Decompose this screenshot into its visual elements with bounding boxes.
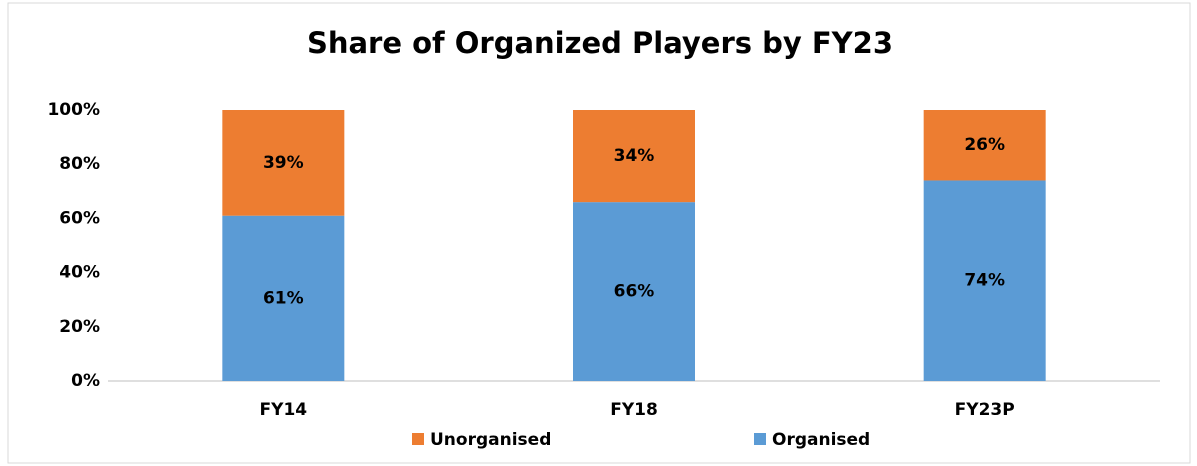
legend-swatch xyxy=(754,433,766,445)
bar-segment xyxy=(573,110,695,203)
y-tick-label: 0% xyxy=(71,371,100,391)
x-tick-label: FY18 xyxy=(610,400,658,420)
legend-label: Organised xyxy=(772,430,870,450)
data-label: 34% xyxy=(614,146,655,166)
x-tick-label: FY14 xyxy=(260,400,308,420)
y-tick-label: 20% xyxy=(59,317,100,337)
legend-swatch xyxy=(412,433,424,445)
legend-label: Unorganised xyxy=(430,430,551,450)
bar-segment xyxy=(923,110,1046,181)
bar-segment xyxy=(222,215,345,381)
y-tick-label: 80% xyxy=(59,154,100,174)
bar-segment xyxy=(923,180,1046,381)
data-label: 39% xyxy=(263,153,304,173)
data-label: 66% xyxy=(614,282,655,302)
bar-segment xyxy=(573,202,695,381)
data-label: 61% xyxy=(263,288,304,308)
data-label: 26% xyxy=(964,135,1005,155)
y-tick-label: 60% xyxy=(59,208,100,228)
chart-title: Share of Organized Players by FY23 xyxy=(307,26,893,60)
y-tick-label: 40% xyxy=(59,263,100,283)
bar-segment xyxy=(222,110,345,216)
x-tick-label: FY23P xyxy=(955,400,1015,420)
data-label: 74% xyxy=(964,271,1005,291)
y-tick-label: 100% xyxy=(47,100,100,120)
